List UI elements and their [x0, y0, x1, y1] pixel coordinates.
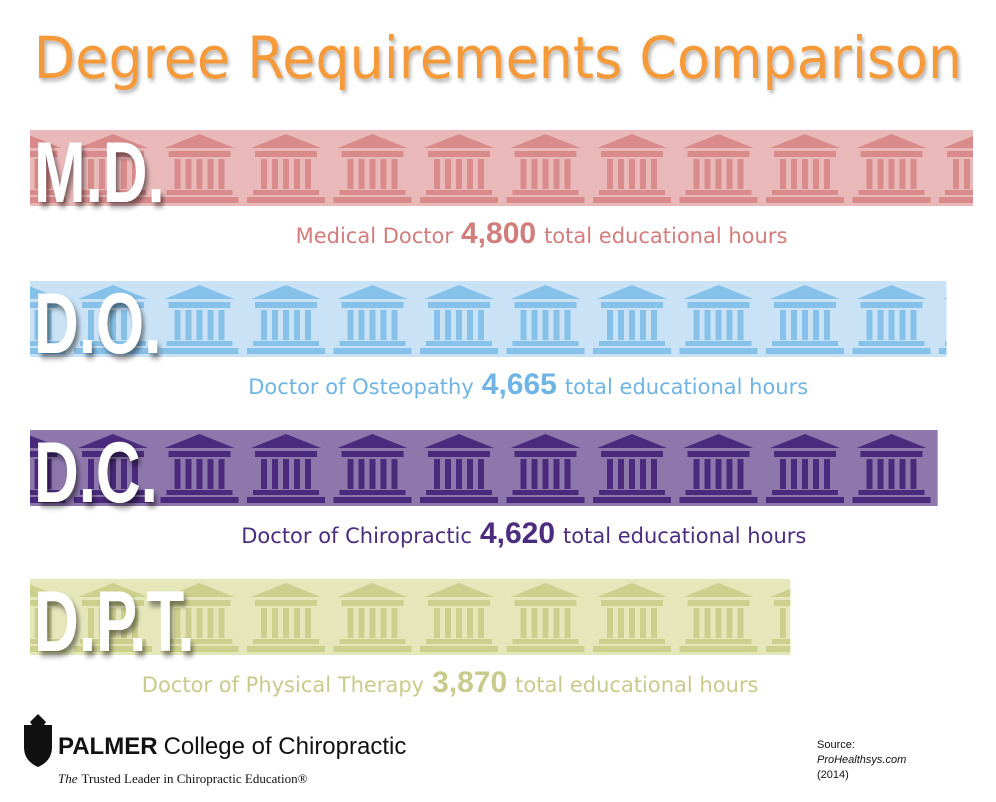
source-label: Source:	[817, 739, 855, 751]
tagline: The Trusted Leader in Chiropractic Educat…	[58, 771, 308, 786]
unit-label: total educational hours	[544, 224, 787, 248]
degree-name: Doctor of Osteopathy	[248, 375, 474, 399]
logo-text: PALMER College of Chiropractic	[58, 733, 406, 760]
logo-name: PALMER	[58, 733, 158, 760]
tagline-text: Trusted Leader in Chiropractic Education…	[82, 771, 308, 786]
source-year: (2014)	[817, 769, 849, 781]
value-label: 4,620	[480, 517, 555, 550]
degree-name: Doctor of Chiropractic	[241, 524, 472, 548]
unit-label: total educational hours	[515, 673, 758, 697]
caption: Medical Doctor 4,800 total educational hou…	[296, 217, 788, 250]
caption: Doctor of Chiropractic 4,620 total educati…	[241, 517, 806, 550]
bar-icons	[30, 579, 791, 655]
source: Source: ProHealthsys.com (2014)	[817, 739, 906, 781]
caption: Doctor of Physical Therapy 3,870 total edu…	[142, 666, 759, 699]
unit-label: total educational hours	[563, 524, 806, 548]
degree-abbr: D.O.	[34, 275, 161, 371]
logo-rest: College of Chiropractic	[164, 733, 407, 760]
bar-icons	[30, 130, 973, 206]
bar-icons	[30, 281, 947, 357]
logo-crest	[24, 714, 52, 767]
degree-abbr: M.D.	[34, 124, 165, 220]
value-label: 4,800	[461, 217, 536, 250]
unit-label: total educational hours	[565, 375, 808, 399]
degree-abbr: D.C.	[34, 424, 158, 520]
degree-abbr: D.P.T.	[34, 573, 195, 669]
chart-title: Degree Requirements Comparison	[34, 25, 962, 92]
source-site: ProHealthsys.com	[817, 754, 906, 766]
value-label: 4,665	[482, 368, 557, 401]
palmer-logo: PALMER College of Chiropractic The Trusted…	[24, 714, 406, 786]
value-label: 3,870	[432, 666, 507, 699]
bar-icons	[30, 430, 938, 506]
tagline-lead: The	[58, 771, 78, 786]
caption: Doctor of Osteopathy 4,665 total education…	[248, 368, 808, 401]
degree-name: Medical Doctor	[296, 224, 454, 248]
degree-name: Doctor of Physical Therapy	[142, 673, 424, 697]
